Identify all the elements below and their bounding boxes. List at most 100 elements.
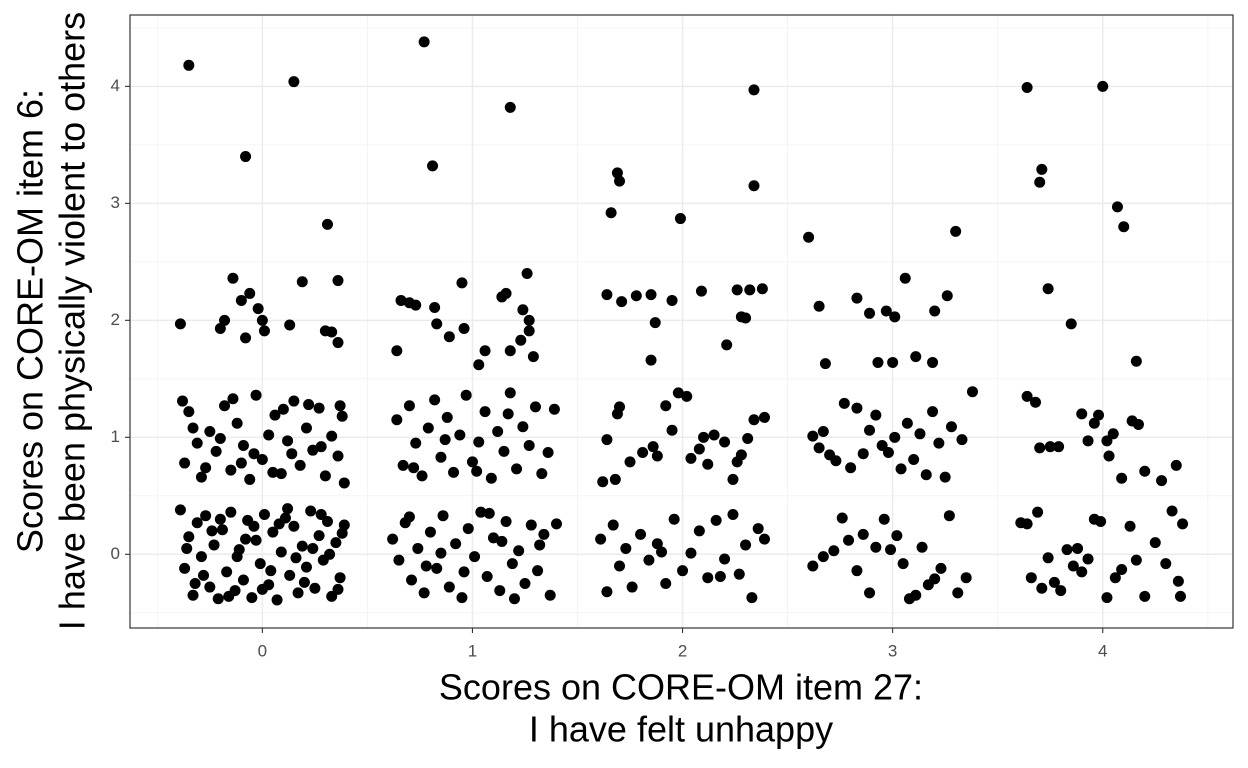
- point: [534, 539, 546, 551]
- point: [485, 472, 497, 484]
- point: [307, 542, 319, 554]
- point: [403, 511, 415, 523]
- point: [1053, 441, 1065, 453]
- point: [1116, 564, 1128, 576]
- point: [479, 406, 491, 418]
- point: [214, 432, 226, 444]
- point: [403, 400, 415, 412]
- point: [645, 354, 657, 366]
- point: [1076, 566, 1088, 578]
- point: [252, 303, 264, 315]
- point: [418, 587, 430, 599]
- point: [1061, 544, 1073, 556]
- point: [529, 401, 541, 413]
- x-axis-title: Scores on CORE-OM item 27:: [439, 667, 923, 708]
- point: [473, 436, 485, 448]
- point: [519, 578, 531, 590]
- point: [685, 547, 697, 559]
- point: [431, 318, 443, 330]
- point: [523, 314, 535, 326]
- point: [191, 517, 203, 529]
- point: [1177, 518, 1189, 530]
- point: [956, 434, 968, 446]
- point: [269, 409, 281, 421]
- point: [1095, 516, 1107, 528]
- point: [296, 540, 308, 552]
- point: [248, 448, 260, 460]
- point: [614, 401, 626, 413]
- point: [929, 305, 941, 317]
- point: [225, 464, 237, 476]
- point: [284, 319, 296, 331]
- point: [601, 289, 613, 301]
- point: [813, 300, 825, 312]
- point: [899, 272, 911, 284]
- point: [456, 277, 468, 289]
- point: [1170, 459, 1182, 471]
- point: [223, 590, 235, 602]
- point: [857, 528, 869, 540]
- point: [1103, 450, 1115, 462]
- point: [878, 513, 890, 525]
- point: [300, 561, 312, 573]
- point: [882, 447, 894, 459]
- point: [294, 459, 306, 471]
- point: [952, 587, 964, 599]
- point: [614, 175, 626, 187]
- point: [536, 468, 548, 480]
- point: [393, 554, 405, 566]
- point: [693, 443, 705, 455]
- point: [710, 514, 722, 526]
- point: [851, 402, 863, 414]
- point: [830, 455, 842, 467]
- point: [336, 527, 348, 539]
- point: [200, 462, 212, 474]
- point: [332, 450, 344, 462]
- point: [601, 434, 613, 446]
- point: [319, 470, 331, 482]
- point: [208, 539, 220, 551]
- point: [183, 531, 195, 543]
- point: [548, 403, 560, 415]
- point: [305, 505, 317, 517]
- point: [685, 452, 697, 464]
- point: [410, 299, 422, 311]
- point: [1101, 435, 1113, 447]
- point: [412, 542, 424, 554]
- point: [227, 393, 239, 405]
- point: [408, 462, 420, 474]
- point: [1082, 553, 1094, 565]
- point: [321, 218, 333, 230]
- point: [334, 572, 346, 584]
- point: [851, 565, 863, 577]
- point: [910, 589, 922, 601]
- point: [292, 587, 304, 599]
- point: [843, 534, 855, 546]
- point: [1042, 283, 1054, 295]
- point: [731, 284, 743, 296]
- point: [527, 351, 539, 363]
- point: [836, 512, 848, 524]
- point: [450, 538, 462, 550]
- point: [458, 323, 470, 335]
- point: [307, 444, 319, 456]
- point: [460, 389, 472, 401]
- point: [897, 558, 909, 570]
- point: [216, 524, 228, 536]
- point: [1097, 80, 1109, 92]
- point: [887, 356, 899, 368]
- point: [183, 406, 195, 418]
- point: [1149, 537, 1161, 549]
- point: [1109, 572, 1121, 584]
- axes: Scores on CORE-OM item 27: I have felt u…: [10, 12, 1108, 750]
- point: [506, 558, 518, 570]
- point: [885, 544, 897, 556]
- point: [1139, 590, 1151, 602]
- point: [702, 458, 714, 470]
- point: [1124, 520, 1136, 532]
- point: [511, 463, 523, 475]
- point: [521, 268, 533, 280]
- point: [872, 356, 884, 368]
- point: [256, 454, 268, 466]
